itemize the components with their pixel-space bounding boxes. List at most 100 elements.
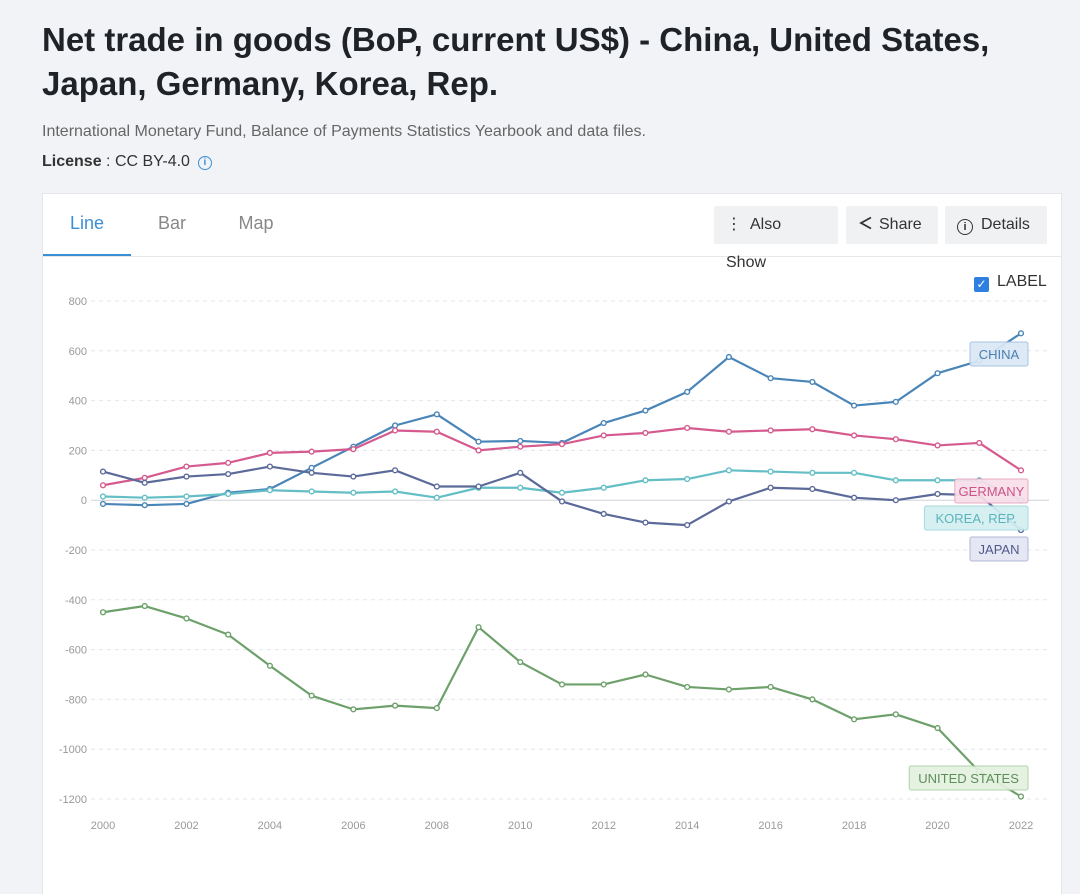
data-point[interactable]	[934, 490, 941, 498]
data-point[interactable]	[725, 498, 733, 505]
data-point[interactable]	[433, 705, 440, 712]
data-point[interactable]	[934, 442, 941, 449]
series-line[interactable]	[102, 465, 1022, 531]
data-point[interactable]	[183, 473, 190, 480]
data-point[interactable]	[600, 510, 607, 517]
data-point[interactable]	[433, 411, 440, 418]
data-point[interactable]	[934, 370, 941, 377]
data-point[interactable]	[892, 398, 899, 405]
data-point[interactable]	[767, 375, 774, 382]
data-point[interactable]	[725, 353, 733, 361]
data-point[interactable]	[684, 522, 691, 529]
data-point[interactable]	[725, 428, 733, 435]
data-point[interactable]	[767, 683, 774, 691]
data-point[interactable]	[225, 459, 232, 466]
data-point[interactable]	[308, 464, 315, 471]
data-point[interactable]	[391, 422, 399, 429]
data-point[interactable]	[684, 475, 691, 483]
data-point[interactable]	[517, 658, 524, 666]
data-point[interactable]	[183, 615, 190, 622]
tab-line[interactable]: Line	[43, 194, 131, 256]
data-point[interactable]	[809, 378, 816, 386]
data-point[interactable]	[684, 424, 691, 432]
info-icon[interactable]: i	[197, 156, 212, 170]
data-point[interactable]	[642, 477, 649, 484]
series-line[interactable]	[102, 426, 1022, 487]
data-point[interactable]	[892, 711, 899, 718]
data-point[interactable]	[934, 724, 941, 732]
data-point[interactable]	[558, 489, 566, 496]
data-point[interactable]	[850, 716, 858, 723]
data-point[interactable]	[308, 448, 315, 455]
data-point[interactable]	[850, 469, 858, 476]
data-point[interactable]	[642, 519, 649, 526]
data-point[interactable]	[517, 443, 524, 450]
data-point[interactable]	[141, 474, 148, 481]
data-point[interactable]	[266, 487, 274, 494]
data-point[interactable]	[600, 419, 607, 427]
data-point[interactable]	[725, 686, 733, 693]
details-button[interactable]: i Details	[945, 206, 1047, 244]
share-button[interactable]: Share	[846, 206, 938, 244]
data-point[interactable]	[99, 468, 107, 475]
data-point[interactable]	[225, 470, 232, 478]
data-point[interactable]	[1017, 793, 1025, 800]
data-point[interactable]	[141, 494, 148, 501]
data-point[interactable]	[642, 429, 649, 437]
series-line[interactable]	[102, 604, 1022, 798]
data-point[interactable]	[391, 702, 399, 709]
data-point[interactable]	[99, 500, 107, 508]
data-point[interactable]	[266, 463, 274, 470]
data-point[interactable]	[350, 706, 357, 713]
data-point[interactable]	[433, 428, 440, 435]
data-point[interactable]	[767, 427, 774, 434]
data-point[interactable]	[767, 468, 774, 475]
data-point[interactable]	[141, 479, 148, 486]
data-point[interactable]	[308, 692, 315, 699]
data-point[interactable]	[558, 498, 566, 505]
data-point[interactable]	[475, 447, 482, 454]
data-point[interactable]	[475, 438, 482, 445]
data-point[interactable]	[391, 467, 399, 474]
data-point[interactable]	[600, 484, 607, 491]
data-point[interactable]	[684, 388, 691, 395]
data-point[interactable]	[99, 493, 107, 500]
data-point[interactable]	[767, 484, 774, 491]
data-point[interactable]	[266, 662, 274, 669]
series-line[interactable]	[102, 332, 1022, 507]
data-point[interactable]	[141, 502, 148, 509]
data-point[interactable]	[183, 500, 190, 508]
data-point[interactable]	[225, 490, 232, 498]
data-point[interactable]	[850, 494, 858, 501]
data-point[interactable]	[433, 483, 440, 490]
data-point[interactable]	[1017, 467, 1025, 474]
data-point[interactable]	[517, 469, 524, 476]
data-point[interactable]	[475, 483, 482, 490]
data-point[interactable]	[809, 426, 816, 433]
data-point[interactable]	[433, 494, 440, 501]
tab-bar-chart[interactable]: Bar	[157, 213, 186, 233]
data-point[interactable]	[391, 488, 399, 495]
data-point[interactable]	[934, 477, 941, 484]
also-show-button[interactable]: ⋮ Also Show	[714, 206, 838, 271]
data-point[interactable]	[892, 436, 899, 443]
data-point[interactable]	[850, 402, 858, 409]
data-point[interactable]	[558, 441, 566, 448]
data-point[interactable]	[350, 446, 357, 453]
data-point[interactable]	[642, 671, 649, 678]
data-point[interactable]	[475, 624, 482, 631]
data-point[interactable]	[1017, 330, 1025, 337]
data-point[interactable]	[558, 681, 566, 688]
data-point[interactable]	[517, 484, 524, 491]
data-point[interactable]	[850, 432, 858, 439]
tab-map[interactable]: Map	[238, 213, 274, 233]
data-point[interactable]	[809, 469, 816, 476]
data-point[interactable]	[725, 467, 733, 474]
data-point[interactable]	[308, 469, 315, 476]
data-point[interactable]	[600, 681, 607, 688]
data-point[interactable]	[99, 482, 107, 489]
data-point[interactable]	[350, 489, 357, 496]
checkbox-checked-icon[interactable]: ✓	[974, 277, 989, 292]
data-point[interactable]	[642, 407, 649, 414]
label-toggle[interactable]: ✓ LABEL	[974, 273, 1047, 292]
